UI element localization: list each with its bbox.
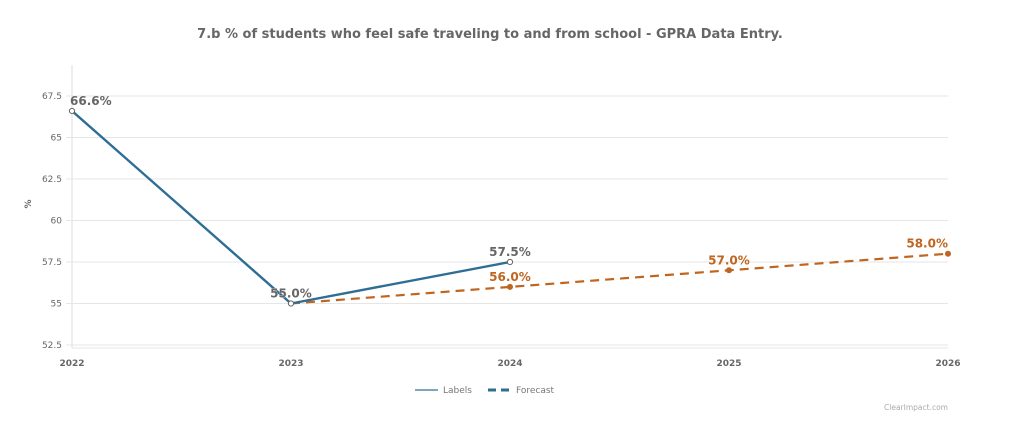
x-tick-label: 2024 bbox=[497, 359, 522, 369]
legend-label-forecast: Forecast bbox=[516, 386, 555, 396]
data-point-labels[interactable] bbox=[68, 107, 76, 115]
data-label: 55.0% bbox=[270, 287, 312, 301]
x-tick-label: 2026 bbox=[935, 359, 960, 369]
y-tick-label: 57.5 bbox=[42, 258, 62, 268]
data-label: 56.0% bbox=[489, 270, 531, 284]
x-tick-label: 2023 bbox=[278, 359, 303, 369]
x-tick-label: 2022 bbox=[59, 359, 84, 369]
legend-label-labels: Labels bbox=[443, 386, 472, 396]
series-layer bbox=[68, 107, 951, 307]
data-label: 57.0% bbox=[708, 253, 750, 267]
y-tick-label: 65 bbox=[51, 134, 62, 144]
y-axis-ticks: 52.5 55 57.5 60 62.5 65 67.5 bbox=[42, 92, 62, 351]
y-tick-label: 62.5 bbox=[42, 175, 62, 185]
chart-title: 7.b % of students who feel safe travelin… bbox=[197, 27, 783, 42]
data-point-labels[interactable] bbox=[287, 300, 295, 307]
data-label: 58.0% bbox=[906, 237, 948, 251]
data-point-forecast[interactable] bbox=[945, 250, 951, 257]
legend: Labels Forecast bbox=[415, 386, 555, 396]
x-tick-label: 2025 bbox=[716, 359, 741, 369]
data-label: 66.6% bbox=[70, 94, 112, 108]
legend-item-forecast[interactable]: Forecast bbox=[488, 386, 555, 396]
series-line-forecast bbox=[290, 252, 949, 305]
data-point-forecast[interactable] bbox=[726, 267, 732, 274]
data-labels-layer: 56.0% 57.0% 58.0% 66.6% 55.0% 57.5% bbox=[70, 94, 949, 301]
gridlines bbox=[66, 65, 948, 349]
data-label: 57.5% bbox=[489, 245, 531, 259]
credit-link[interactable]: ClearImpact.com bbox=[884, 403, 948, 412]
series-line-labels bbox=[71, 110, 511, 305]
y-axis-label: % bbox=[24, 199, 34, 208]
y-tick-label: 52.5 bbox=[42, 341, 62, 351]
y-tick-label: 67.5 bbox=[42, 92, 62, 102]
x-axis-ticks: 2022 2023 2024 2025 2026 bbox=[59, 359, 960, 369]
legend-item-labels[interactable]: Labels bbox=[415, 386, 472, 396]
data-point-forecast[interactable] bbox=[507, 283, 513, 290]
y-tick-label: 55 bbox=[51, 300, 62, 310]
data-point-labels[interactable] bbox=[506, 258, 514, 266]
y-tick-label: 60 bbox=[51, 217, 63, 227]
